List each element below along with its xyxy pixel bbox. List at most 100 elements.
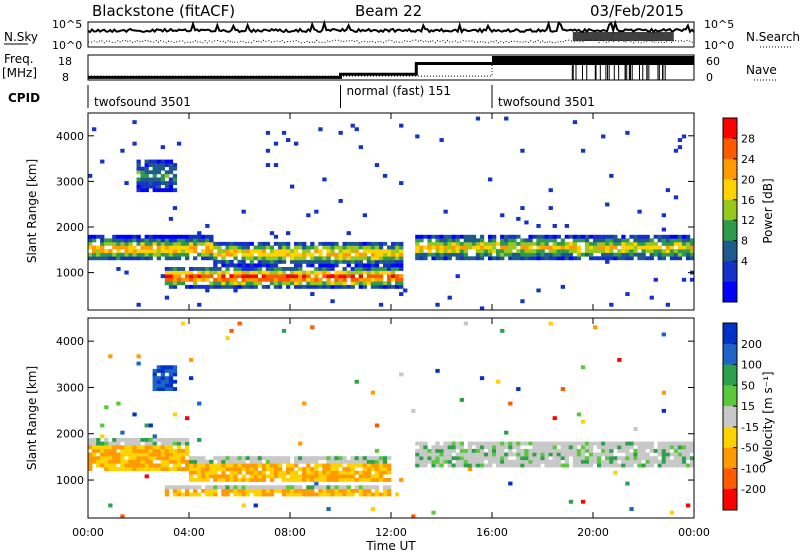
power-cell xyxy=(589,245,594,250)
xlabel: Time UT xyxy=(365,539,416,553)
power-cell xyxy=(209,274,214,279)
velocity-cell xyxy=(334,459,339,464)
power-cell xyxy=(209,238,214,243)
power-cell xyxy=(152,241,157,246)
power-cell xyxy=(314,245,319,250)
velocity-cell xyxy=(520,441,525,446)
velocity-cell xyxy=(197,478,202,482)
power-cell xyxy=(164,184,170,189)
velocity-cell xyxy=(229,478,234,482)
power-cell xyxy=(354,270,359,275)
power-cell xyxy=(419,249,424,253)
power-cell xyxy=(532,252,537,257)
power-cell xyxy=(217,249,222,253)
power-cell xyxy=(213,281,218,286)
velocity-cell xyxy=(294,470,299,475)
power-cell xyxy=(346,263,351,268)
velocity-cell xyxy=(241,478,246,482)
velocity-cell xyxy=(286,463,291,468)
power-cell xyxy=(463,245,468,250)
velocity-cell xyxy=(370,478,376,482)
velocity-cell xyxy=(193,488,198,493)
velocity-cell xyxy=(431,456,436,461)
power-cell xyxy=(617,252,622,257)
power-cell xyxy=(160,159,165,164)
velocity-cell xyxy=(387,470,392,475)
velocity-cell xyxy=(96,445,101,450)
velocity-cell xyxy=(645,445,650,450)
velocity-cell xyxy=(229,485,234,490)
cpid-name: twofsound 3501 xyxy=(94,95,191,109)
power-cell xyxy=(330,245,335,250)
power-cell xyxy=(415,256,420,261)
power-cell xyxy=(148,181,153,185)
power-cell xyxy=(318,277,323,282)
power-cell xyxy=(136,256,141,261)
velocity-cell xyxy=(382,478,388,482)
power-cell xyxy=(249,267,254,271)
velocity-cell xyxy=(520,456,525,461)
velocity-cell xyxy=(265,459,271,464)
power-cell xyxy=(168,277,174,282)
power-cell xyxy=(374,259,380,264)
power-cell xyxy=(277,245,283,250)
velocity-cell xyxy=(225,467,230,471)
velocity-cell xyxy=(350,467,355,471)
power-cell xyxy=(205,249,210,253)
power-cell xyxy=(556,249,561,253)
colorbar-tick-label: 12 xyxy=(741,214,755,227)
power-cell xyxy=(136,166,141,171)
velocity-cell xyxy=(168,467,174,471)
power-cell xyxy=(471,234,477,239)
power-cell xyxy=(455,274,460,279)
velocity-cell xyxy=(431,463,436,468)
velocity-cell xyxy=(661,448,666,453)
colorbar-swatch xyxy=(723,281,737,303)
power-cell xyxy=(217,259,222,264)
velocity-cell xyxy=(560,456,565,461)
velocity-cell xyxy=(589,452,594,457)
power-cell xyxy=(669,238,675,243)
colorbar-frame xyxy=(722,322,738,511)
power-cell xyxy=(382,173,388,178)
velocity-cell xyxy=(233,488,238,493)
velocity-cell xyxy=(342,488,347,493)
power-cell xyxy=(277,270,283,275)
velocity-cell xyxy=(471,452,477,457)
velocity-cell xyxy=(427,456,432,461)
velocity-cell xyxy=(556,448,561,453)
power-cell xyxy=(451,245,456,250)
power-cell xyxy=(362,284,367,289)
velocity-cell xyxy=(100,463,105,468)
power-cell xyxy=(241,267,246,271)
power-cell xyxy=(277,256,283,261)
power-cell xyxy=(168,241,174,246)
power-cell xyxy=(221,259,226,264)
power-cell xyxy=(354,281,359,286)
power-cell xyxy=(382,256,388,261)
velocity-cell xyxy=(104,456,109,461)
power-cell xyxy=(358,267,363,271)
velocity-cell xyxy=(463,456,468,461)
power-cell xyxy=(617,256,622,261)
power-cell xyxy=(156,184,161,189)
power-cell xyxy=(374,267,380,271)
power-cell xyxy=(645,256,650,261)
nsky-trace xyxy=(87,19,695,35)
velocity-cell xyxy=(423,459,428,464)
velocity-cell xyxy=(637,441,642,446)
power-cell xyxy=(423,245,428,250)
velocity-cell xyxy=(269,467,275,471)
velocity-cell xyxy=(172,438,178,442)
velocity-cell xyxy=(277,488,283,493)
power-cell xyxy=(673,241,679,246)
velocity-cell xyxy=(362,474,367,479)
power-cell xyxy=(132,238,137,243)
power-cell xyxy=(685,252,691,257)
velocity-cell xyxy=(120,438,125,442)
power-cell xyxy=(168,256,174,261)
power-cell xyxy=(160,173,165,178)
velocity-cell xyxy=(685,503,691,508)
velocity-cell xyxy=(172,365,178,370)
velocity-cell xyxy=(496,448,501,453)
